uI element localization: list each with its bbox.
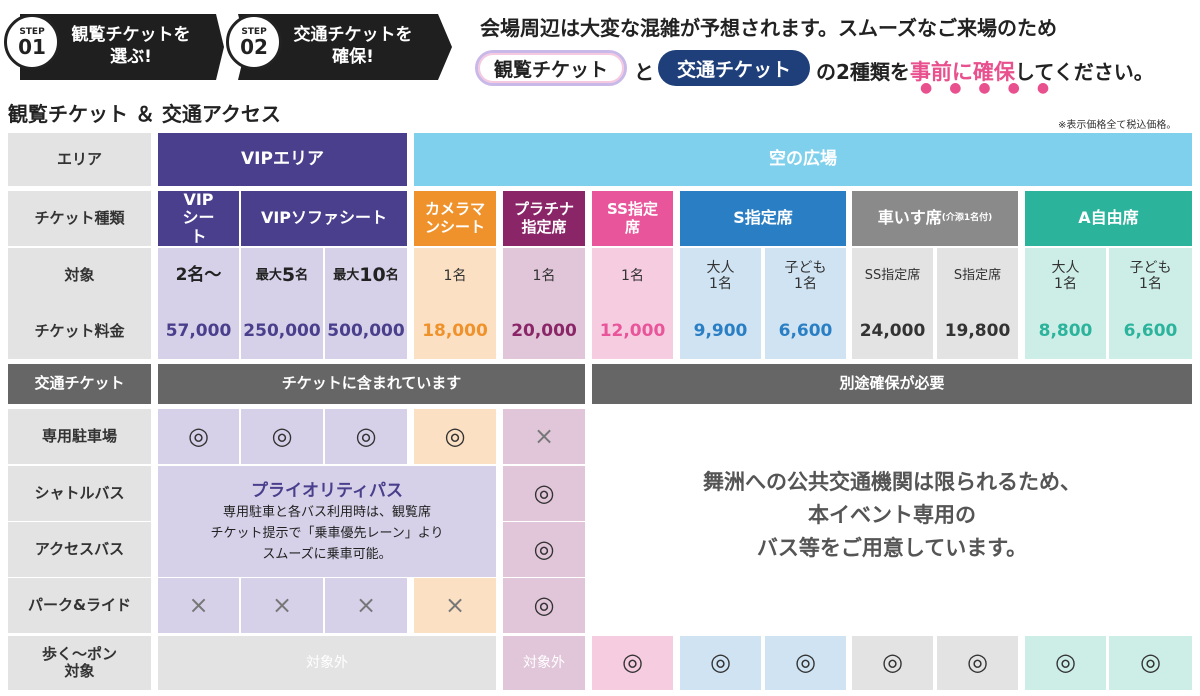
parkride-sofa-5-no: × [241,578,323,633]
walk-platinum-not-applicable: 対象外 [503,636,585,690]
step-01-badge: STEP 01 [4,14,60,70]
walk-a-child-yes: ◎ [1109,636,1192,690]
emphasis-dots: ●●●●● [920,80,1067,96]
notice-line-1: 会場周辺は大変な混雑が予想されます。スムーズなご来場のため [480,16,1057,40]
target-sofa-5: 最大 5 名 [241,248,323,304]
walk-wheel-s-yes: ◎ [937,636,1018,690]
target-sofa-10: 最大 10 名 [325,248,407,304]
price-a-child: 6,600 [1109,304,1192,359]
priority-pass-desc: 専用駐車と各バス利用時は、観覧席 チケット提示で「乗車優先レーン」より スムーズに乗… [210,505,444,562]
walk-a-adult-yes: ◎ [1025,636,1106,690]
band-included: チケットに含まれています [158,364,585,404]
target-wheel-ss: SS指定席 [852,248,933,304]
price-sofa-5: 250,000 [241,304,323,359]
price-wheel-ss: 24,000 [852,304,933,359]
public-transport-message: 舞洲への公共交通機関は限られるため、 本イベント専用の バス等をご用意しています。 [703,470,1081,560]
step-02-text: 交通チケットを 確保! [293,25,413,67]
target-s-adult: 大人 1名 [680,248,761,304]
step-banners-bg [20,14,452,80]
target-a-adult: 大人 1名 [1025,248,1106,304]
parkride-sofa-10-no: × [325,578,407,633]
parking-vip-seat-yes: ◎ [158,409,239,464]
row-header-area: エリア [8,133,151,186]
section-title: 観覧チケット ＆ 交通アクセス [8,102,281,126]
parkride-camera-no: × [414,578,496,633]
type-a: A自由席 [1025,191,1192,246]
wheelchair-note: (介添1名付) [941,213,993,224]
parking-sofa-5-yes: ◎ [241,409,323,464]
price-ss: 12,000 [592,304,673,359]
type-vip-seat: VIPシート [158,190,239,246]
notice-emphasis: 事前に確保 [909,60,1015,84]
price-s-adult: 9,900 [680,304,761,359]
walk-ss-yes: ◎ [592,636,673,690]
parking-sofa-10-yes: ◎ [325,409,407,464]
row-header-access: アクセスバス [8,522,151,577]
price-s-child: 6,600 [765,304,846,359]
walk-s-child-yes: ◎ [765,636,846,690]
parking-camera-yes: ◎ [414,409,496,464]
step-01-text: 観覧チケットを 選ぶ! [71,25,191,67]
row-header-transport: 交通チケット [8,364,151,404]
target-ss: 1名 [592,248,673,304]
notice-and: と [634,60,654,84]
type-ss: SS指定席 [592,191,673,246]
parkride-vip-seat-no: × [158,578,239,633]
notice-pill-viewing-ticket: 観覧チケット [475,50,627,86]
price-sofa-10: 500,000 [325,304,407,359]
price-camera: 18,000 [414,304,496,359]
walk-included-not-applicable: 対象外 [158,636,496,690]
type-platinum: プラチナ指定席 [503,191,585,246]
price-wheel-s: 19,800 [937,304,1018,359]
row-header-shuttle: シャトルバス [8,466,151,521]
tax-note: ※表示価格全て税込価格。 [1058,120,1177,131]
notice-tail: の2種類を事前に確保してください。 [816,60,1154,84]
target-platinum: 1名 [503,248,585,304]
price-a-adult: 8,800 [1025,304,1106,359]
price-platinum: 20,000 [503,304,585,359]
walk-s-adult-yes: ◎ [680,636,761,690]
row-header-price: チケット料金 [8,304,151,359]
notice-pill-transport-ticket: 交通チケット [658,50,810,86]
target-a-child: 子ども 1名 [1109,248,1192,304]
target-wheel-s: S指定席 [937,248,1018,304]
row-header-ticket-type: チケット種類 [8,191,151,246]
type-camera: カメラマンシート [414,191,496,246]
parkride-platinum-yes: ◎ [503,578,585,633]
band-separate: 別途確保が必要 [592,364,1192,404]
row-header-park-ride: パーク&ライド [8,578,151,633]
priority-pass-box [158,466,496,577]
shuttle-platinum-yes: ◎ [503,466,585,521]
area-sky-plaza: 空の広場 [414,133,1192,186]
priority-pass-title: プライオリティパス [251,481,403,501]
target-vip-seat: 2名〜 [158,248,239,304]
area-vip: VIPエリア [158,133,407,186]
row-header-parking: 専用駐車場 [8,409,151,464]
target-camera: 1名 [414,248,496,304]
target-s-child: 子ども 1名 [765,248,846,304]
walk-wheel-ss-yes: ◎ [852,636,933,690]
access-platinum-yes: ◎ [503,522,585,577]
parking-platinum-no: × [503,409,585,464]
step-02-badge: STEP 02 [226,14,282,70]
row-header-target: 対象 [8,248,151,304]
row-header-walk: 歩く〜ポン 対象 [8,636,151,690]
type-vip-sofa: VIPソファシート [241,191,407,246]
price-vip-seat: 57,000 [158,304,239,359]
type-wheelchair: 車いす席 (介添1名付) [852,191,1018,246]
type-s: S指定席 [680,191,846,246]
